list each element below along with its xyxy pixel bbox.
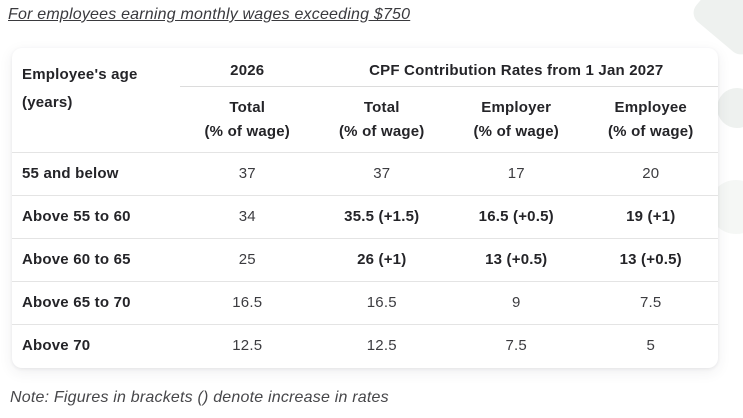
age-group-label: 55 and below [22,165,119,182]
table-row: Above 70 12.5 12.5 7.5 5 [12,324,718,367]
rate-value: 12.5 [366,337,397,355]
header-row-sub: Total (% of wage) Total (% of wage) Empl… [12,86,718,152]
age-group-label: Above 65 to 70 [22,294,131,311]
rate-value: 7.5 [505,337,527,355]
rate-value: 12.5 [232,337,263,355]
rate-value: 20 [642,165,660,182]
cpf-rates-card: Employee's age (years) 2026 CPF Contribu… [12,48,718,368]
age-column-header-line2: (years) [22,94,73,111]
subheader-employee: Employee (% of wage) [607,99,694,140]
rate-value: 19 (+1) [626,208,676,225]
table-body: 55 and below 37 37 17 20 Above 55 to 60 34 35.5… [12,152,718,367]
age-group-label: Above 60 to 65 [22,251,131,268]
rate-value: 16.5 [232,294,263,311]
cpf-rates-table: Employee's age (years) 2026 CPF Contribu… [12,48,718,367]
rate-value: 25 [238,251,256,268]
table-note: Note: Figures in brackets () denote incr… [10,389,389,406]
rate-value: 34 [238,208,256,225]
subheader-total-2027: Total (% of wage) [338,99,425,140]
year-2026-header: 2026 [180,48,315,87]
age-column-header-line1: Employee's age [22,66,138,83]
rates-2027-header: CPF Contribution Rates from 1 Jan 2027 [314,48,718,87]
rate-value: 7.5 [640,294,662,311]
rate-value: 16.5 [366,294,397,311]
table-row: Above 55 to 60 34 35.5 (+1.5) 16.5 (+0.5) 19… [12,195,718,238]
background-decoration-circle [717,88,743,128]
rate-value: 37 [373,165,391,182]
header-row-top: Employee's age (years) 2026 CPF Contribu… [12,48,718,111]
rate-value: 16.5 (+0.5) [478,208,554,225]
age-column-header: Employee's age (years) [12,48,180,152]
rate-value: 35.5 (+1.5) [344,208,420,225]
page-title: For employees earning monthly wages exce… [8,6,411,23]
age-group-label: Above 70 [22,337,91,355]
rate-value: 37 [238,165,256,182]
subheader-employer: Employer (% of wage) [473,99,560,140]
rate-value: 9 [511,294,521,311]
subheader-total-2026: Total (% of wage) [204,99,291,140]
table-row: Above 65 to 70 16.5 16.5 9 7.5 [12,281,718,324]
rate-value: 17 [507,165,525,182]
table-row: Above 60 to 65 25 26 (+1) 13 (+0.5) 13 (+0.5… [12,238,718,281]
rate-value: 13 (+0.5) [485,251,548,268]
rate-value: 5 [646,337,656,355]
rate-value: 26 (+1) [357,251,407,268]
age-group-label: Above 55 to 60 [22,208,131,225]
table-row: 55 and below 37 37 17 20 [12,152,718,195]
rate-value: 13 (+0.5) [619,251,682,268]
